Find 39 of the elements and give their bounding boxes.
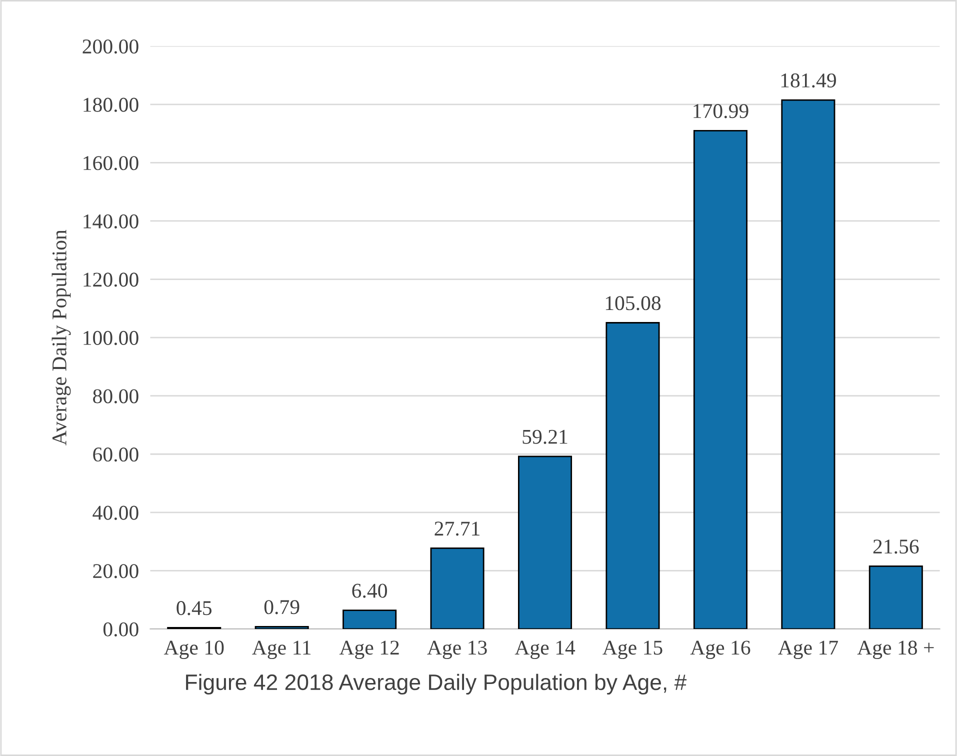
x-tick-label: Age 13 bbox=[427, 640, 487, 659]
bar bbox=[606, 322, 660, 629]
y-tick-label: 80.00 bbox=[93, 389, 138, 404]
data-label: 27.71 bbox=[434, 522, 480, 536]
data-label: 6.40 bbox=[352, 584, 387, 598]
bar bbox=[518, 456, 572, 629]
y-tick-label: 40.00 bbox=[92, 506, 138, 520]
y-tick-label: 120.00 bbox=[84, 272, 138, 287]
y-tick-label: 20.00 bbox=[93, 564, 138, 578]
data-label: 105.08 bbox=[606, 296, 661, 310]
bar bbox=[693, 130, 748, 629]
x-tick-label: Age 11 bbox=[252, 640, 311, 659]
data-label: 181.49 bbox=[781, 73, 836, 88]
bar bbox=[342, 610, 397, 629]
x-tick-label: Age 15 bbox=[602, 640, 662, 659]
y-tick-label: 160.00 bbox=[84, 156, 138, 170]
x-tick-label: Age 14 bbox=[514, 640, 576, 659]
y-tick-label: 100.00 bbox=[84, 330, 138, 346]
y-tick-label: 180.00 bbox=[84, 98, 138, 112]
y-tick-label: 200.00 bbox=[82, 39, 138, 54]
bar bbox=[868, 565, 923, 629]
x-tick-label: Age 17 bbox=[778, 640, 838, 659]
y-tick-label: 140.00 bbox=[84, 214, 138, 229]
bar bbox=[254, 626, 309, 629]
data-label: 170.99 bbox=[694, 104, 748, 118]
data-label: 0.79 bbox=[264, 600, 300, 614]
x-tick-label: Age 12 bbox=[339, 640, 399, 659]
y-axis-title: Average Daily Population bbox=[52, 230, 71, 446]
y-tick-label: 60.00 bbox=[93, 448, 138, 462]
data-label: 59.21 bbox=[522, 430, 568, 444]
data-label: 0.45 bbox=[176, 601, 212, 616]
y-tick-label: 0.00 bbox=[103, 622, 138, 637]
x-tick-label: Age 10 bbox=[164, 640, 224, 659]
x-tick-label: Age 16 bbox=[690, 640, 750, 659]
bar bbox=[781, 99, 836, 629]
x-tick-label: Age 18 + bbox=[857, 640, 934, 659]
text: Figure 42 2018 Average Daily Population by Age, # bbox=[186, 674, 687, 695]
bar bbox=[430, 548, 484, 629]
data-label: 21.56 bbox=[873, 540, 919, 554]
